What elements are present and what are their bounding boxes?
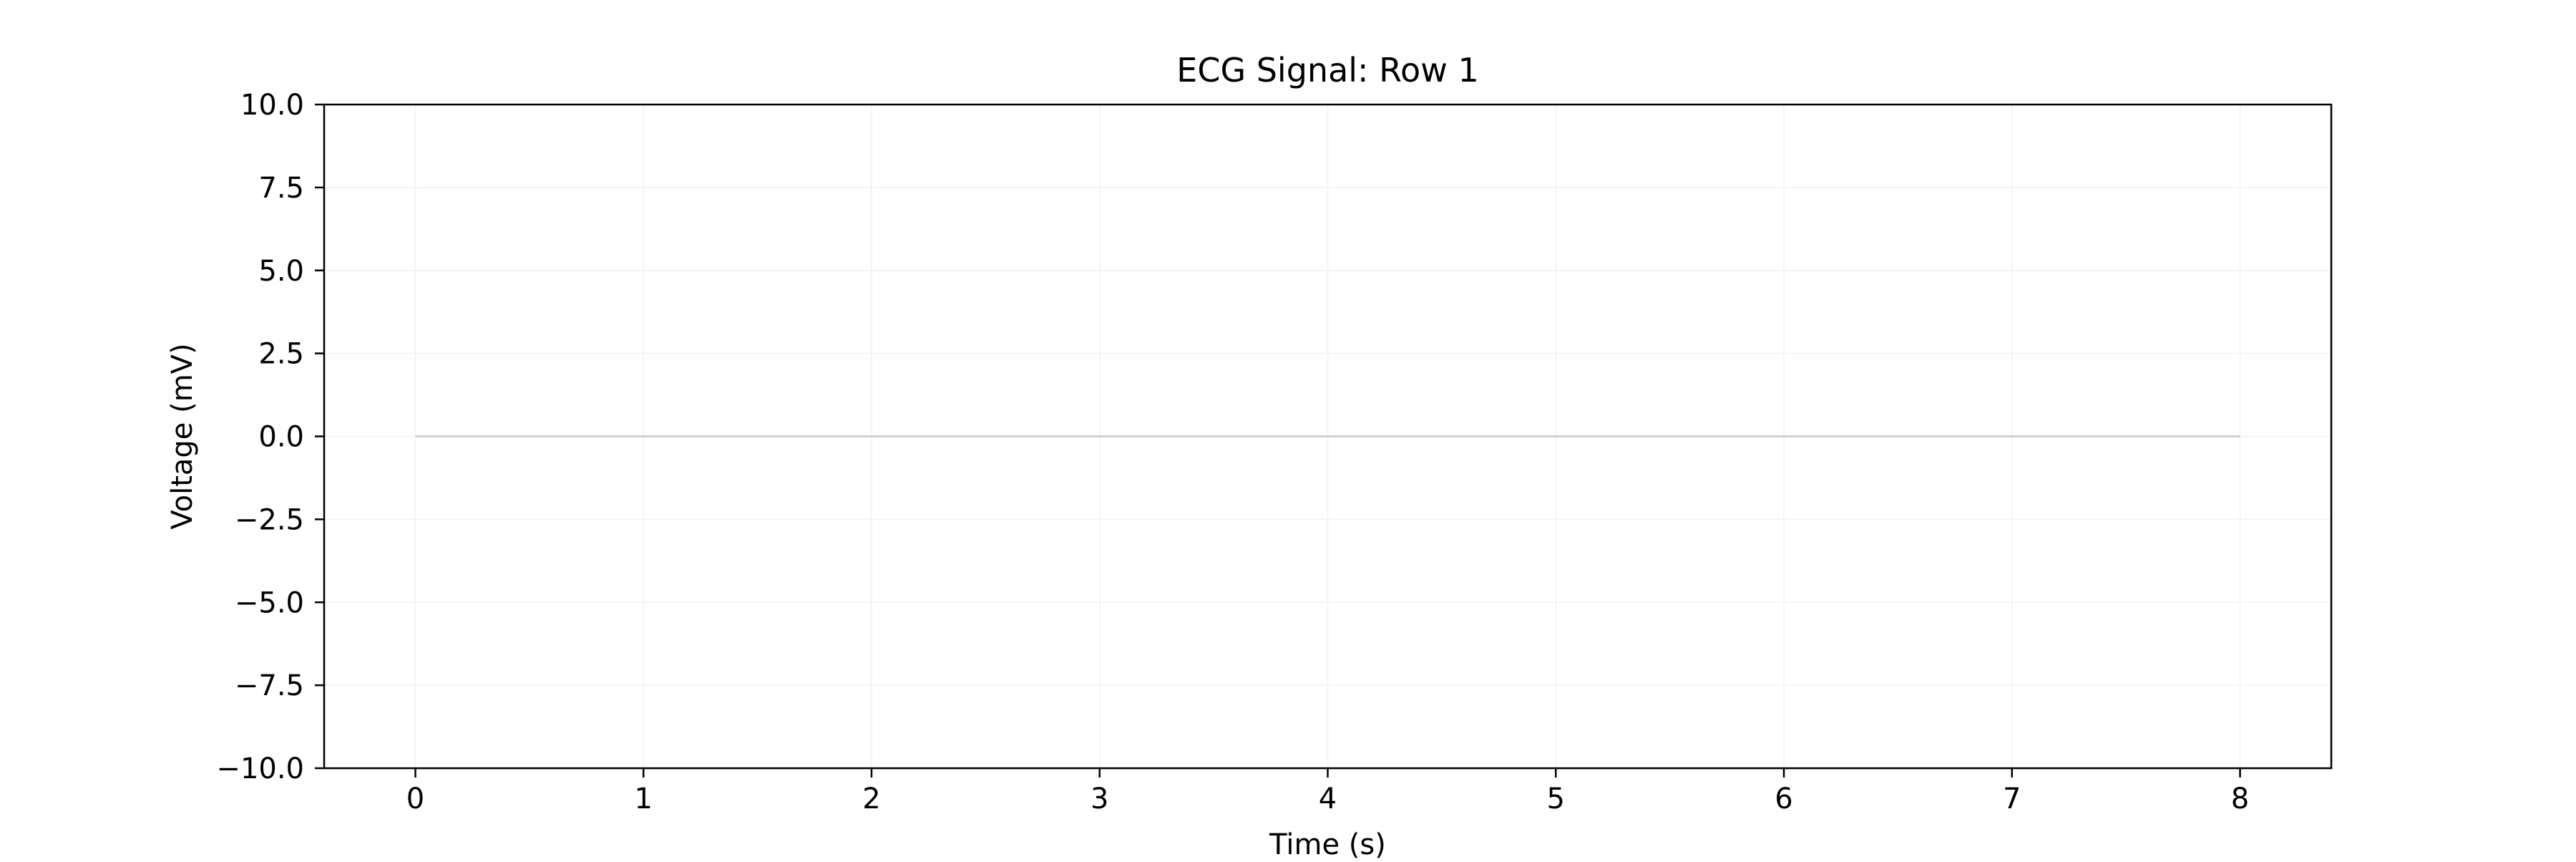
y-tick-label-2: −5.0 (235, 586, 304, 619)
x-tick-label-4: 4 (1319, 783, 1337, 815)
x-tick-label-1: 1 (635, 783, 653, 815)
y-axis-ticks: −10.0 −7.5 −5.0 −2.5 0.0 2.5 5.0 7.5 10.0 (216, 89, 324, 785)
y-axis-label: Voltage (mV) (166, 343, 199, 529)
x-tick-label-8: 8 (2231, 783, 2249, 815)
x-tick-label-2: 2 (862, 783, 880, 815)
y-tick-label-7: 7.5 (258, 172, 304, 205)
y-tick-label-5: 2.5 (258, 338, 304, 371)
x-tick-label-6: 6 (1775, 783, 1792, 815)
x-tick-label-5: 5 (1547, 783, 1565, 815)
x-tick-label-0: 0 (406, 783, 424, 815)
y-tick-label-1: −7.5 (235, 669, 304, 702)
y-tick-label-4: 0.0 (258, 421, 304, 454)
chart-title: ECG Signal: Row 1 (1176, 51, 1478, 89)
y-tick-label-8: 10.0 (240, 89, 304, 122)
y-tick-label-6: 5.0 (258, 255, 304, 288)
x-axis-ticks: 0 1 2 3 4 5 6 7 8 (406, 768, 2249, 815)
y-tick-label-3: −2.5 (235, 503, 304, 536)
y-tick-label-0: −10.0 (216, 752, 304, 785)
x-tick-label-3: 3 (1091, 783, 1108, 815)
x-axis-label: Time (s) (1269, 828, 1386, 859)
x-tick-label-7: 7 (2003, 783, 2021, 815)
